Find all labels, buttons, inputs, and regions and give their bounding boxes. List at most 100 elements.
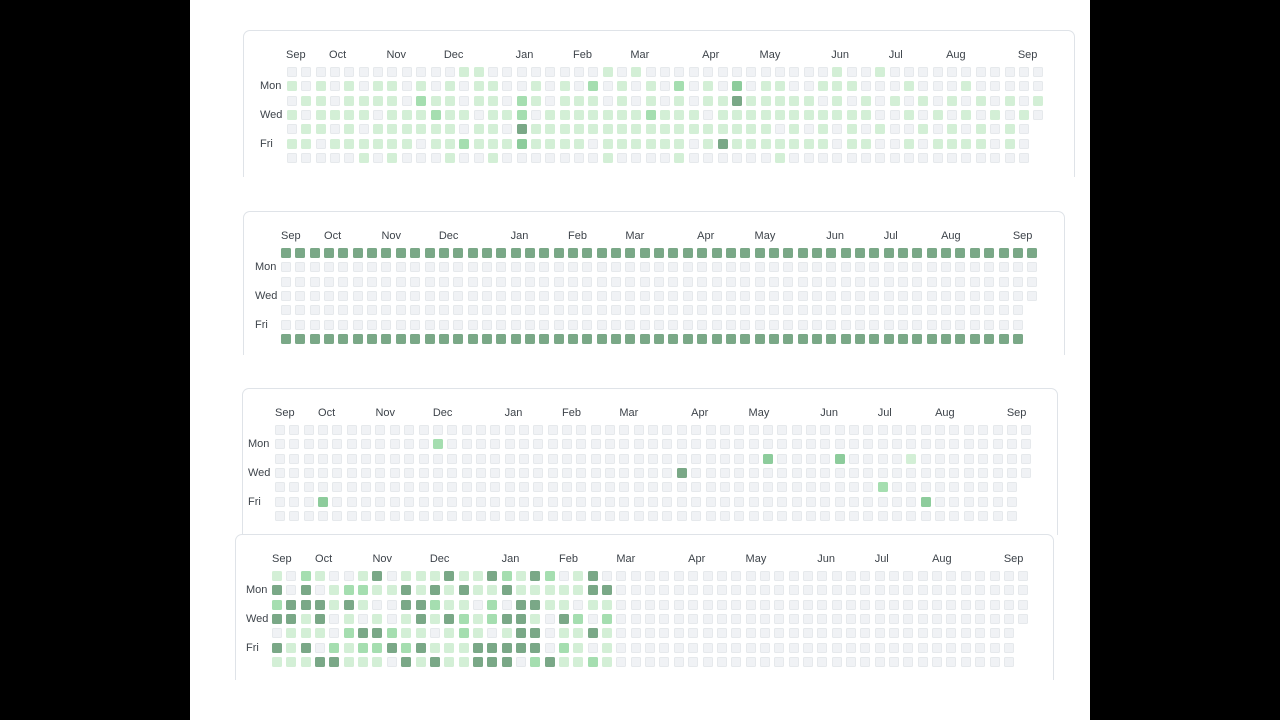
day-cell[interactable] [343, 656, 354, 667]
day-cell[interactable] [501, 571, 512, 581]
day-cell[interactable] [691, 482, 702, 493]
day-cell[interactable] [619, 453, 630, 464]
day-cell[interactable] [625, 276, 636, 287]
day-cell[interactable] [802, 571, 813, 581]
day-cell[interactable] [960, 628, 971, 639]
day-cell[interactable] [863, 439, 874, 450]
day-cell[interactable] [817, 95, 828, 106]
day-cell[interactable] [788, 642, 799, 653]
day-cell[interactable] [616, 585, 627, 596]
day-cell[interactable] [869, 262, 880, 273]
day-cell[interactable] [992, 467, 1003, 478]
day-cell[interactable] [344, 81, 355, 92]
day-cell[interactable] [490, 453, 501, 464]
day-cell[interactable] [705, 425, 716, 435]
day-cell[interactable] [616, 613, 627, 624]
day-cell[interactable] [734, 510, 745, 521]
day-cell[interactable] [984, 333, 995, 344]
day-cell[interactable] [315, 585, 326, 596]
day-cell[interactable] [984, 305, 995, 316]
day-cell[interactable] [906, 496, 917, 507]
day-cell[interactable] [734, 425, 745, 435]
day-cell[interactable] [352, 319, 363, 330]
day-cell[interactable] [1006, 482, 1017, 493]
day-cell[interactable] [682, 333, 693, 344]
day-cell[interactable] [367, 305, 378, 316]
day-cell[interactable] [946, 585, 957, 596]
day-cell[interactable] [295, 262, 306, 273]
day-cell[interactable] [898, 305, 909, 316]
day-cell[interactable] [719, 467, 730, 478]
day-cell[interactable] [802, 628, 813, 639]
day-cell[interactable] [329, 585, 340, 596]
day-cell[interactable] [969, 305, 980, 316]
day-cell[interactable] [358, 109, 369, 120]
day-cell[interactable] [272, 599, 282, 610]
day-cell[interactable] [705, 467, 716, 478]
day-cell[interactable] [559, 81, 570, 92]
day-cell[interactable] [639, 290, 650, 301]
day-cell[interactable] [978, 467, 989, 478]
day-cell[interactable] [660, 152, 671, 163]
day-cell[interactable] [458, 656, 469, 667]
day-cell[interactable] [453, 262, 464, 273]
day-cell[interactable] [430, 95, 441, 106]
day-cell[interactable] [303, 510, 314, 521]
day-cell[interactable] [906, 453, 917, 464]
day-cell[interactable] [630, 599, 641, 610]
day-cell[interactable] [1006, 510, 1017, 521]
day-cell[interactable] [941, 290, 952, 301]
day-cell[interactable] [358, 628, 369, 639]
day-cell[interactable] [453, 333, 464, 344]
day-cell[interactable] [740, 276, 751, 287]
day-cell[interactable] [444, 95, 455, 106]
day-cell[interactable] [367, 290, 378, 301]
day-cell[interactable] [955, 262, 966, 273]
day-cell[interactable] [820, 510, 831, 521]
day-cell[interactable] [568, 276, 578, 287]
day-cell[interactable] [874, 656, 885, 667]
day-cell[interactable] [688, 138, 699, 149]
day-cell[interactable] [805, 482, 816, 493]
day-cell[interactable] [346, 425, 357, 435]
day-cell[interactable] [716, 642, 727, 653]
day-cell[interactable] [688, 585, 699, 596]
day-cell[interactable] [625, 319, 636, 330]
day-cell[interactable] [545, 67, 556, 77]
day-cell[interactable] [295, 305, 306, 316]
day-cell[interactable] [719, 482, 730, 493]
day-cell[interactable] [768, 276, 779, 287]
day-cell[interactable] [1012, 305, 1023, 316]
day-cell[interactable] [889, 656, 900, 667]
day-cell[interactable] [746, 67, 757, 77]
day-cell[interactable] [639, 333, 650, 344]
day-cell[interactable] [788, 613, 799, 624]
day-cell[interactable] [846, 67, 857, 77]
day-cell[interactable] [975, 585, 986, 596]
day-cell[interactable] [287, 109, 297, 120]
day-cell[interactable] [459, 109, 470, 120]
day-cell[interactable] [530, 642, 541, 653]
day-cell[interactable] [473, 152, 484, 163]
day-cell[interactable] [590, 510, 601, 521]
day-cell[interactable] [673, 585, 684, 596]
day-cell[interactable] [731, 613, 742, 624]
day-cell[interactable] [372, 656, 383, 667]
day-cell[interactable] [803, 124, 814, 135]
day-cell[interactable] [662, 467, 673, 478]
day-cell[interactable] [975, 571, 986, 581]
day-cell[interactable] [832, 138, 843, 149]
day-cell[interactable] [619, 496, 630, 507]
day-cell[interactable] [487, 599, 498, 610]
day-cell[interactable] [734, 482, 745, 493]
day-cell[interactable] [496, 305, 507, 316]
day-cell[interactable] [272, 628, 282, 639]
day-cell[interactable] [1004, 152, 1015, 163]
day-cell[interactable] [553, 248, 564, 258]
day-cell[interactable] [330, 67, 341, 77]
day-cell[interactable] [533, 467, 544, 478]
day-cell[interactable] [978, 510, 989, 521]
day-cell[interactable] [518, 510, 529, 521]
day-cell[interactable] [990, 124, 1001, 135]
day-cell[interactable] [946, 571, 957, 581]
